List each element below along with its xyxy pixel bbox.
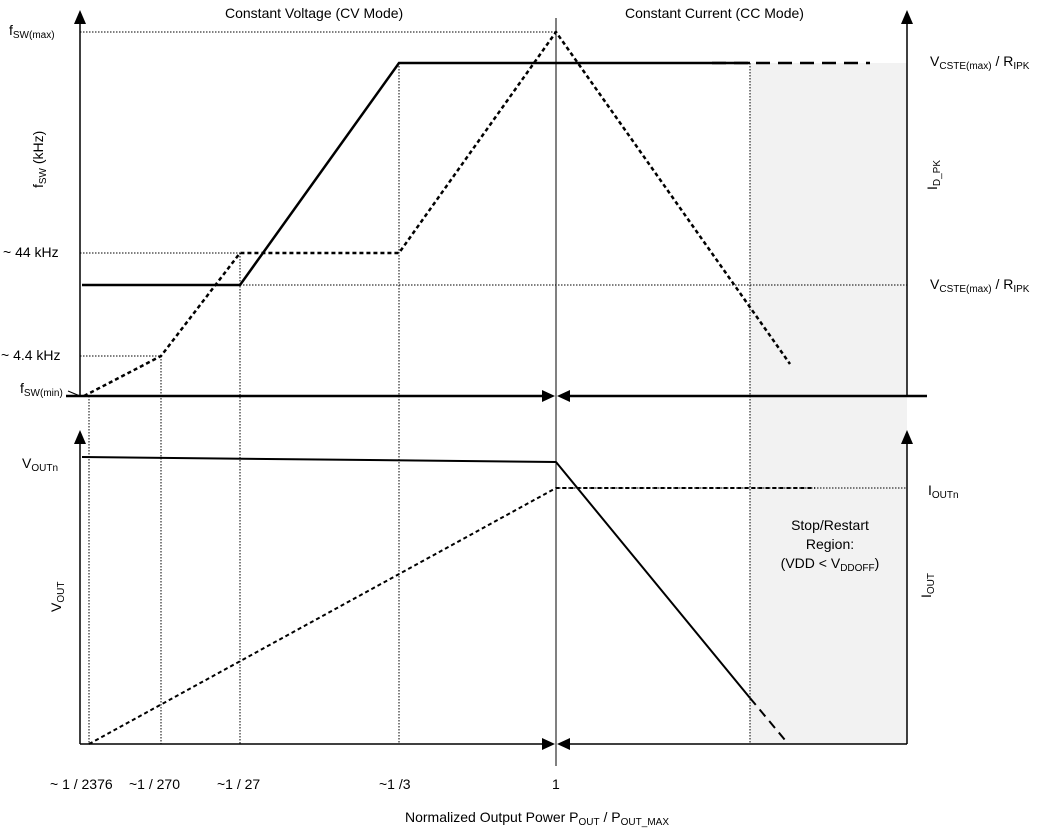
fsw-axis-label: fSW (kHz) <box>30 130 49 188</box>
vcste-upper-label: VCSTE(max) / RIPK <box>930 53 1030 72</box>
x-axis-label: Normalized Output Power POUT / POUT_MAX <box>405 809 669 828</box>
tick-44khz: ~ 44 kHz <box>3 244 59 260</box>
stop-restart-region <box>750 63 907 744</box>
fsw-min-pointer <box>67 390 81 397</box>
arrow-heads <box>74 10 913 750</box>
iout-dotted-curve <box>88 487 815 745</box>
x-tick-1-27: ~1 / 27 <box>217 776 261 792</box>
iout-axis-label: IOUT <box>918 573 937 598</box>
axes <box>66 20 927 745</box>
stop-restart-label: Stop/Restart Region: (VDD < VDDOFF) <box>780 517 880 574</box>
ioutn-label: IOUTn <box>928 482 959 501</box>
vout-dashed-extension <box>749 697 786 741</box>
vcste-lower-label: VCSTE(max) / RIPK <box>930 276 1030 295</box>
cc-mode-title: Constant Current (CC Mode) <box>625 5 804 21</box>
x-tick-1-270: ~1 / 270 <box>129 776 180 792</box>
fsw-min-label: fSW(min) <box>20 380 63 399</box>
tick-4-4khz: ~ 4.4 kHz <box>1 347 61 363</box>
idpk-dotted-curve <box>83 29 792 398</box>
voutn-label: VOUTn <box>22 455 59 474</box>
vout-solid-curve <box>81 456 751 699</box>
idpk-axis-label: ID_PK <box>924 159 943 190</box>
fsw-solid-curve <box>82 61 750 287</box>
vout-axis-label: VOUT <box>48 581 67 612</box>
x-tick-1-3: ~1 /3 <box>379 776 411 792</box>
x-tick-1: 1 <box>552 776 560 792</box>
cv-mode-title: Constant Voltage (CV Mode) <box>225 5 404 21</box>
x-tick-1-2376: ~ 1 / 2376 <box>50 776 113 792</box>
fsw-max-label: fSW(max) <box>9 22 55 41</box>
